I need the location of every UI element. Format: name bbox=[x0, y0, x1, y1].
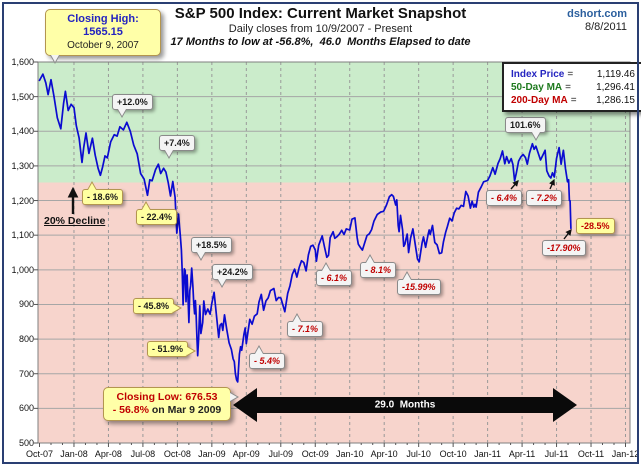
closing-high-label: Closing High: bbox=[67, 13, 139, 25]
title-block: S&P 500 Index: Current Market Snapshot D… bbox=[170, 5, 470, 48]
legend-equals-sign: = bbox=[570, 95, 577, 106]
annotation-arrow bbox=[549, 178, 555, 190]
closing-low-value: Closing Low: 676.53 bbox=[116, 391, 218, 403]
y-axis-label: 800 bbox=[18, 334, 34, 345]
callout-annotation: - 5.4% bbox=[249, 345, 286, 369]
x-axis-label: Oct-08 bbox=[163, 449, 191, 459]
y-axis-label: 1,200 bbox=[11, 195, 34, 206]
closing-high-callout: Closing High: 1565.15 October 9, 2007 bbox=[45, 9, 161, 64]
callout-annotation: - 45.8% bbox=[133, 298, 183, 314]
closing-low-detail: - 56.8% on Mar 9 2009 bbox=[109, 404, 225, 417]
y-axis-label: 1,300 bbox=[11, 160, 34, 171]
x-axis-label: Oct-07 bbox=[25, 449, 53, 459]
legend-equals-sign: = bbox=[567, 69, 574, 80]
callout-annotation: - 51.9% bbox=[147, 341, 197, 357]
callout-annotation: - 8.1% bbox=[360, 254, 397, 278]
y-axis-label: 600 bbox=[18, 403, 34, 414]
y-axis-label: 500 bbox=[18, 437, 34, 448]
closing-low-date: on Mar 9 2009 bbox=[148, 404, 222, 416]
callout-annotation: +24.2% bbox=[212, 264, 253, 288]
legend-series-label: 50-Day MA bbox=[511, 82, 563, 93]
x-axis-label: Jan-11 bbox=[474, 449, 502, 459]
annotation-arrow bbox=[510, 180, 519, 190]
y-axis-label: 1,000 bbox=[11, 264, 34, 275]
callout-annotation: - 7.1% bbox=[287, 313, 324, 337]
callout-annotation: -17.90% bbox=[542, 240, 586, 256]
page-subtitle: Daily closes from 10/9/2007 - Present bbox=[228, 23, 413, 35]
closing-high-value: 1565.15 bbox=[83, 26, 123, 38]
x-axis-label: Jan-10 bbox=[335, 449, 364, 459]
y-axis-label: 1,100 bbox=[11, 230, 34, 241]
x-axis-label: Jul-11 bbox=[544, 449, 569, 459]
legend-series-value: 1,286.15 bbox=[596, 95, 635, 106]
elapsed-months-arrow bbox=[233, 388, 577, 422]
legend-equals-sign: = bbox=[565, 82, 571, 93]
x-axis-label: Oct-09 bbox=[301, 449, 329, 459]
callout-annotation: - 7.2% bbox=[526, 190, 563, 206]
x-axis-label: Jan-09 bbox=[198, 449, 226, 459]
callout-annotation: -28.5% bbox=[576, 218, 615, 234]
callout-annotation: 101.6% bbox=[505, 117, 546, 141]
closing-high-date: October 9, 2007 bbox=[67, 40, 139, 51]
callout-annotation: - 18.6% bbox=[82, 181, 124, 205]
x-axis-label: Apr-08 bbox=[94, 449, 122, 459]
plot-border bbox=[37, 61, 631, 444]
x-axis-label: Jan-08 bbox=[60, 449, 88, 459]
closing-low-callout: Closing Low: 676.53 - 56.8% on Mar 9 200… bbox=[103, 387, 239, 421]
legend-row: Index Price = 1,119.46 bbox=[511, 68, 635, 81]
source-site-label: dshort.com bbox=[567, 8, 627, 20]
source-date: 8/8/2011 bbox=[584, 21, 627, 33]
x-axis-label: Apr-11 bbox=[508, 449, 536, 459]
x-axis-label: Apr-09 bbox=[232, 449, 260, 459]
legend-series-label: 200-Day MA bbox=[511, 95, 568, 106]
callout-annotation: +7.4% bbox=[159, 135, 195, 159]
callout-annotation: +12.0% bbox=[112, 94, 153, 118]
decline-threshold-label: 20% Decline bbox=[44, 215, 106, 227]
legend-row: 200-Day MA = 1,286.15 bbox=[511, 94, 635, 107]
elapsed-months-label: 29.0 Months bbox=[374, 399, 436, 411]
source-block: dshort.com 8/8/2011 bbox=[567, 8, 627, 33]
y-axis-label: 1,500 bbox=[11, 91, 34, 102]
x-axis-label: Jan-12 bbox=[611, 449, 640, 459]
page-stats-line: 17 Months to low at -56.8%, 46.0 Months … bbox=[170, 36, 471, 48]
callout-annotation: - 6.4% bbox=[486, 190, 523, 206]
x-axis-label: Apr-10 bbox=[370, 449, 398, 459]
y-axis-label: 900 bbox=[18, 299, 34, 310]
annotation-arrow bbox=[563, 229, 572, 240]
x-axis-label: Jul-09 bbox=[268, 449, 294, 459]
legend-box: Index Price = 1,119.46 50-Day MA = 1,296.41 20… bbox=[502, 62, 641, 112]
callout-annotation: - 22.4% bbox=[136, 201, 178, 225]
callout-annotation: -15.99% bbox=[397, 271, 441, 295]
legend-series-label: Index Price bbox=[511, 69, 565, 80]
legend-row: 50-Day MA = 1,296.41 bbox=[511, 81, 635, 94]
callout-annotation: +18.5% bbox=[191, 237, 232, 261]
x-axis-label: Oct-11 bbox=[577, 449, 605, 459]
x-axis-label: Jul-10 bbox=[406, 449, 431, 459]
y-axis-label: 1,600 bbox=[11, 57, 34, 67]
y-axis-label: 1,400 bbox=[11, 126, 34, 137]
x-axis-label: Jul-08 bbox=[130, 449, 156, 459]
page-title: S&P 500 Index: Current Market Snapshot bbox=[174, 5, 467, 22]
closing-low-pct: - 56.8% bbox=[112, 404, 149, 416]
price-line bbox=[38, 73, 572, 383]
legend-series-value: 1,296.41 bbox=[596, 82, 635, 93]
y-axis-label: 700 bbox=[18, 368, 34, 379]
legend-series-value: 1,119.46 bbox=[596, 69, 635, 80]
callout-annotation: - 6.1% bbox=[316, 262, 353, 286]
x-axis-label: Oct-10 bbox=[439, 449, 467, 459]
